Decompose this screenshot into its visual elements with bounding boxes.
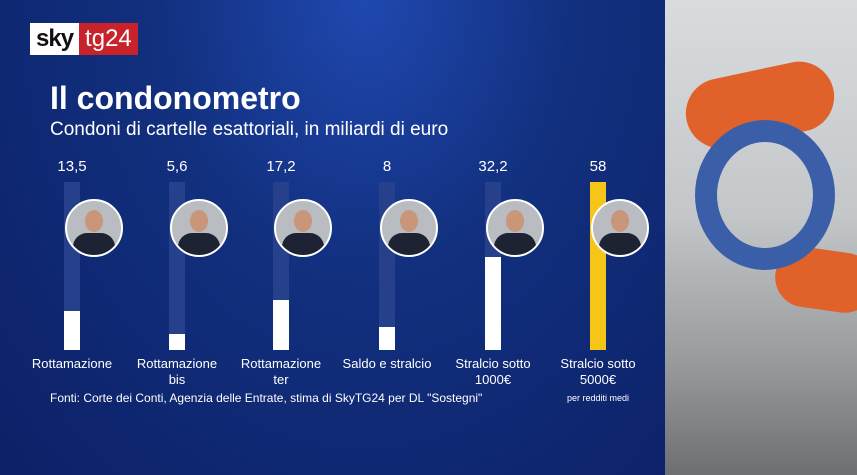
category-line-1: Saldo e stralcio (342, 356, 432, 371)
bar (379, 326, 395, 350)
skytg24-logo: sky tg24 (30, 23, 138, 55)
politician-portrait (486, 199, 544, 257)
value-label: 5,6 (166, 158, 188, 175)
bar (273, 300, 289, 350)
category-line-1: Stralcio sotto (455, 356, 531, 371)
category-label: Rottamazione bis (122, 356, 232, 388)
category-line-1: Rottamazione (240, 356, 322, 371)
category-line-2: 5000€ (579, 372, 617, 387)
category-line-1: Rottamazione (31, 356, 113, 371)
bar (169, 333, 185, 350)
source-note: Fonti: Corte dei Conti, Agenzia delle En… (50, 391, 483, 405)
politician-portrait (65, 199, 123, 257)
category-label: Saldo e stralcio (332, 356, 442, 372)
category-line-2: bis (168, 372, 186, 387)
politician-portrait (170, 199, 228, 257)
category-line-1: Rottamazione (136, 356, 218, 371)
category-line-2: ter (273, 372, 289, 387)
value-label: 32,2 (478, 158, 508, 175)
value-label: 58 (589, 158, 607, 175)
background-photo (665, 0, 857, 475)
category-line-1: Stralcio sotto (560, 356, 636, 371)
logo-sky: sky (30, 23, 80, 55)
value-label: 17,2 (266, 158, 296, 175)
bar (64, 310, 80, 350)
bar (485, 256, 501, 350)
logo-tg24: tg24 (79, 23, 138, 55)
category-label: Rottamazione (17, 356, 127, 372)
chart-subtitle: Condoni di cartelle esattoriali, in mili… (50, 119, 449, 140)
politician-portrait (274, 199, 332, 257)
chart-title: Il condonometro (50, 80, 301, 116)
category-line-2: 1000€ (474, 372, 512, 387)
value-label: 8 (382, 158, 392, 175)
category-label: Stralcio sotto 5000€ per redditi medi (543, 356, 653, 406)
category-note: per redditi medi (566, 393, 630, 403)
politician-portrait (591, 199, 649, 257)
category-label: Rottamazione ter (226, 356, 336, 388)
chart-panel: sky tg24 Il condonometro Condoni di cart… (0, 0, 665, 475)
category-label: Stralcio sotto 1000€ (438, 356, 548, 388)
politician-portrait (380, 199, 438, 257)
value-label: 13,5 (57, 158, 87, 175)
